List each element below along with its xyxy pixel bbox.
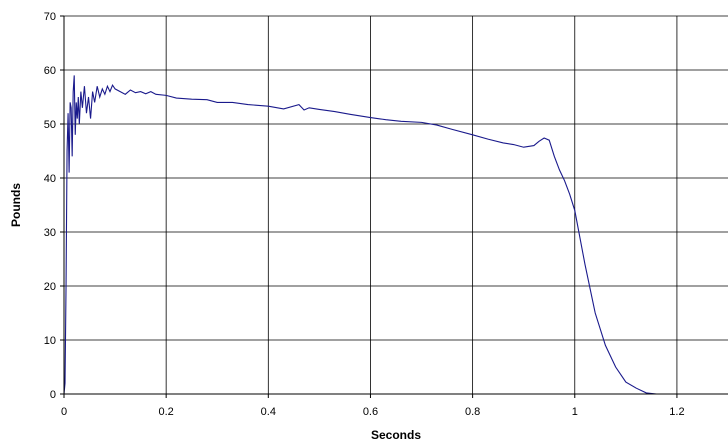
x-tick-label: 1.2	[669, 406, 684, 418]
y-axis-title: Pounds	[9, 183, 23, 227]
y-tick-label: 30	[44, 227, 56, 239]
y-tick-label: 40	[44, 173, 56, 185]
y-tick-label: 0	[50, 389, 56, 401]
y-tick-label: 50	[44, 119, 56, 131]
x-tick-label: 1	[572, 406, 578, 418]
x-tick-label: 0.6	[363, 406, 378, 418]
plot-area	[64, 16, 728, 394]
y-tick-label: 10	[44, 335, 56, 347]
series-line	[63, 75, 728, 395]
y-tick-label: 20	[44, 281, 56, 293]
x-tick-label: 0.2	[159, 406, 174, 418]
x-tick-label: 0.4	[261, 406, 276, 418]
x-tick-label: 0	[61, 406, 67, 418]
x-tick-labels: 0 0.2 0.4 0.6 0.8 1 1.2	[61, 406, 685, 418]
y-tick-labels: 0 10 20 30 40 50 60 70	[44, 11, 56, 401]
y-tick-label: 70	[44, 11, 56, 23]
x-axis-title: Seconds	[371, 428, 421, 442]
x-tick-label: 0.8	[465, 406, 480, 418]
y-tick-label: 60	[44, 65, 56, 77]
